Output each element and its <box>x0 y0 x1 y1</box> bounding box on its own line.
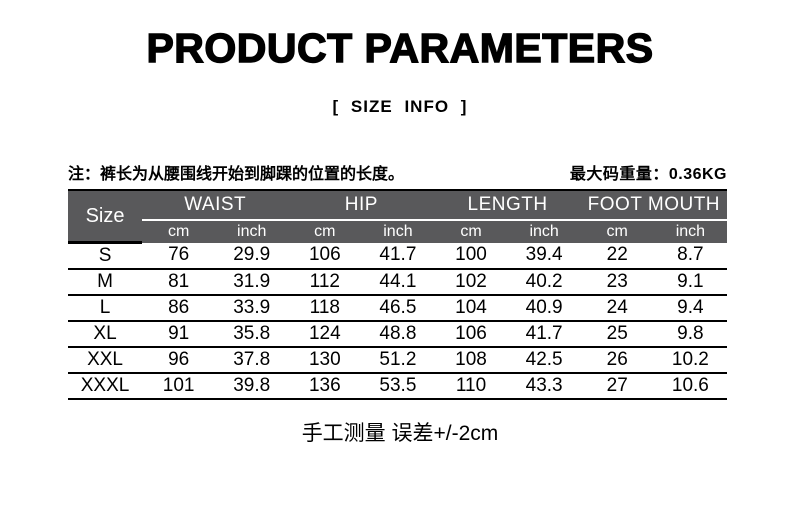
table-cell: 106 <box>288 242 362 270</box>
table-cell: 112 <box>288 268 362 296</box>
table-cell: 40.9 <box>507 294 581 322</box>
unit-header: inch <box>361 219 435 243</box>
table-row-s: S 76 29.9 106 41.7 100 39.4 22 8.7 <box>68 242 727 270</box>
table-cell: 51.2 <box>361 346 435 374</box>
size-cell: XXXL <box>68 372 143 400</box>
table-cell: 24 <box>580 294 654 322</box>
note-row: 注：裤长为从腰围线开始到脚踝的位置的长度。 最大码重量：0.36KG <box>68 160 727 184</box>
table-cell: 46.5 <box>361 294 435 322</box>
table-cell: 35.8 <box>215 320 289 348</box>
table-cell: 81 <box>142 268 216 296</box>
measurement-note: 注：裤长为从腰围线开始到脚踝的位置的长度。 <box>68 165 405 183</box>
max-weight-label: 最大码重量：0.36KG <box>569 165 727 183</box>
table-cell: 10.6 <box>653 372 727 400</box>
unit-header: cm <box>434 219 508 243</box>
unit-header: inch <box>215 219 289 243</box>
table-cell: 96 <box>142 346 216 374</box>
unit-header-row: cm inch cm inch cm inch cm inch <box>68 219 727 243</box>
table-row-m: M 81 31.9 112 44.1 102 40.2 23 9.1 <box>68 268 727 296</box>
table-cell: 25 <box>580 320 654 348</box>
size-cell: XXL <box>68 346 143 374</box>
table-cell: 104 <box>434 294 508 322</box>
table-cell: 23 <box>580 268 654 296</box>
table-cell: 91 <box>142 320 216 348</box>
table-cell: 108 <box>434 346 508 374</box>
table-cell: 22 <box>580 242 654 270</box>
size-cell: M <box>68 268 143 296</box>
table-row-xxl: XXL 96 37.8 130 51.2 108 42.5 26 10.2 <box>68 346 727 374</box>
table-cell: 41.7 <box>361 242 435 270</box>
unit-header: inch <box>653 219 727 243</box>
hip-group-header: HIP <box>288 189 435 221</box>
table-cell: 9.4 <box>653 294 727 322</box>
size-chart-page: PRODUCT PARAMETERS [ SIZE INFO ] 注：裤长为从腰… <box>0 24 800 447</box>
table-row-l: L 86 33.9 118 46.5 104 40.9 24 9.4 <box>68 294 727 322</box>
table-cell: 86 <box>142 294 216 322</box>
table-cell: 100 <box>434 242 508 270</box>
table-cell: 101 <box>142 372 216 400</box>
table-cell: 130 <box>288 346 362 374</box>
size-info-subtitle: [ SIZE INFO ] <box>332 96 468 116</box>
size-table: Size WAIST HIP LENGTH FOOT MOUTH cm inch… <box>68 188 727 400</box>
table-cell: 37.8 <box>215 346 289 374</box>
table-cell: 29.9 <box>215 242 289 270</box>
table-cell: 39.8 <box>215 372 289 400</box>
table-cell: 42.5 <box>507 346 581 374</box>
table-cell: 33.9 <box>215 294 289 322</box>
waist-group-header: WAIST <box>142 189 289 221</box>
table-cell: 136 <box>288 372 362 400</box>
length-group-header: LENGTH <box>434 189 581 221</box>
table-cell: 44.1 <box>361 268 435 296</box>
table-cell: 9.1 <box>653 268 727 296</box>
table-cell: 27 <box>580 372 654 400</box>
size-column-header: Size <box>68 189 143 245</box>
table-cell: 10.2 <box>653 346 727 374</box>
foot-mouth-group-header: FOOT MOUTH <box>580 189 727 221</box>
table-cell: 39.4 <box>507 242 581 270</box>
table-cell: 53.5 <box>361 372 435 400</box>
unit-header: cm <box>142 219 216 243</box>
table-cell: 102 <box>434 268 508 296</box>
table-cell: 118 <box>288 294 362 322</box>
table-cell: 31.9 <box>215 268 289 296</box>
table-cell: 106 <box>434 320 508 348</box>
size-cell: L <box>68 294 143 322</box>
table-cell: 48.8 <box>361 320 435 348</box>
unit-header: inch <box>507 219 581 243</box>
size-table-header: Size WAIST HIP LENGTH FOOT MOUTH cm inch… <box>68 189 727 245</box>
table-row-xl: XL 91 35.8 124 48.8 106 41.7 25 9.8 <box>68 320 727 348</box>
unit-header: cm <box>288 219 362 243</box>
table-cell: 124 <box>288 320 362 348</box>
table-cell: 43.3 <box>507 372 581 400</box>
size-cell: S <box>68 242 143 270</box>
group-header-row: Size WAIST HIP LENGTH FOOT MOUTH <box>68 189 727 245</box>
unit-header: cm <box>580 219 654 243</box>
size-cell: XL <box>68 320 143 348</box>
table-cell: 110 <box>434 372 508 400</box>
size-table-body: S 76 29.9 106 41.7 100 39.4 22 8.7 M 81 … <box>68 242 727 400</box>
table-row-xxxl: XXXL 101 39.8 136 53.5 110 43.3 27 10.6 <box>68 372 727 400</box>
table-cell: 41.7 <box>507 320 581 348</box>
table-cell: 26 <box>580 346 654 374</box>
measurement-disclaimer: 手工测量 误差+/-2cm <box>301 421 499 445</box>
table-cell: 40.2 <box>507 268 581 296</box>
table-cell: 9.8 <box>653 320 727 348</box>
table-cell: 8.7 <box>653 242 727 270</box>
page-title: PRODUCT PARAMETERS <box>146 24 654 71</box>
table-cell: 76 <box>142 242 216 270</box>
